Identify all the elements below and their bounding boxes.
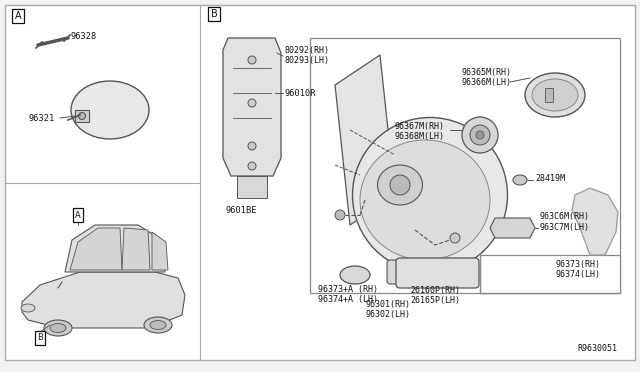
Bar <box>237 176 267 198</box>
Text: A: A <box>75 211 81 219</box>
Text: 28419M: 28419M <box>535 173 565 183</box>
Text: 26160P(RH)
26165P(LH): 26160P(RH) 26165P(LH) <box>410 286 460 305</box>
Text: 96367M(RH)
96368M(LH): 96367M(RH) 96368M(LH) <box>395 122 445 141</box>
Circle shape <box>335 210 345 220</box>
Ellipse shape <box>21 304 35 312</box>
Ellipse shape <box>144 317 172 333</box>
Circle shape <box>450 233 460 243</box>
Bar <box>310 38 620 293</box>
Ellipse shape <box>525 73 585 117</box>
Text: 96328: 96328 <box>70 32 96 41</box>
Text: 96373+A (RH)
96374+A (LH): 96373+A (RH) 96374+A (LH) <box>318 285 378 304</box>
Ellipse shape <box>71 81 149 139</box>
Ellipse shape <box>340 266 370 284</box>
Text: 96010R: 96010R <box>285 89 317 97</box>
Text: 80292(RH)
80293(LH): 80292(RH) 80293(LH) <box>285 46 330 65</box>
Polygon shape <box>22 272 185 328</box>
Text: B: B <box>211 9 218 19</box>
Bar <box>75 110 89 122</box>
Polygon shape <box>223 38 281 176</box>
Text: 96373(RH)
96374(LH): 96373(RH) 96374(LH) <box>556 260 600 279</box>
Polygon shape <box>65 225 165 272</box>
Ellipse shape <box>378 165 422 205</box>
Circle shape <box>470 125 490 145</box>
Text: A: A <box>15 11 21 21</box>
Ellipse shape <box>50 324 66 333</box>
Polygon shape <box>572 188 618 255</box>
Text: 963C6M(RH)
963C7M(LH): 963C6M(RH) 963C7M(LH) <box>540 212 590 232</box>
Ellipse shape <box>513 175 527 185</box>
Circle shape <box>79 112 86 119</box>
Circle shape <box>248 56 256 64</box>
Polygon shape <box>335 55 395 225</box>
Ellipse shape <box>353 118 508 273</box>
Text: B: B <box>37 334 43 343</box>
Text: 96321: 96321 <box>28 113 54 122</box>
Circle shape <box>248 162 256 170</box>
Ellipse shape <box>360 140 490 260</box>
Text: R9630051: R9630051 <box>577 344 617 353</box>
Ellipse shape <box>150 321 166 330</box>
Polygon shape <box>70 228 122 270</box>
Ellipse shape <box>44 320 72 336</box>
Polygon shape <box>122 228 150 270</box>
Polygon shape <box>490 218 535 238</box>
Circle shape <box>390 175 410 195</box>
FancyBboxPatch shape <box>387 260 473 284</box>
Bar <box>545 88 553 102</box>
Ellipse shape <box>532 79 578 111</box>
Polygon shape <box>152 232 168 270</box>
Ellipse shape <box>462 117 498 153</box>
Circle shape <box>476 131 484 139</box>
Circle shape <box>248 142 256 150</box>
Circle shape <box>248 99 256 107</box>
FancyBboxPatch shape <box>396 258 479 288</box>
Text: 9601BE: 9601BE <box>225 206 257 215</box>
Text: 96301(RH)
96302(LH): 96301(RH) 96302(LH) <box>365 300 410 320</box>
Text: 96365M(RH)
96366M(LH): 96365M(RH) 96366M(LH) <box>462 68 512 87</box>
Bar <box>480 255 620 293</box>
